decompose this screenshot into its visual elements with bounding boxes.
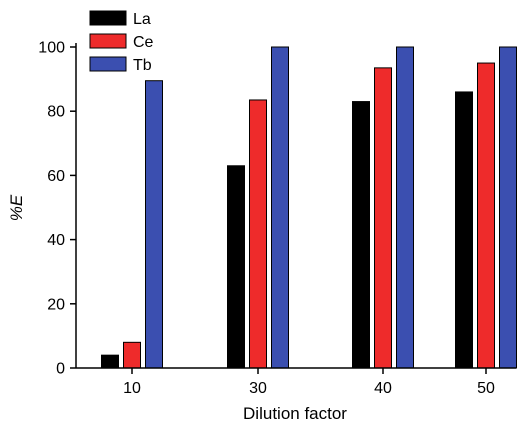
bar-Tb-50 <box>499 46 517 369</box>
bar-Ce-50 <box>477 62 495 369</box>
y-ticks: 0 20 40 60 80 100 <box>38 40 76 378</box>
bar-Tb-30 <box>271 46 289 369</box>
axes-layer <box>75 43 516 369</box>
legend-swatch-La <box>89 10 127 26</box>
x-tick-label: 30 <box>249 380 267 397</box>
legend-swatch-Tb <box>89 56 127 72</box>
legend-label-Ce: Ce <box>133 34 154 51</box>
bar-Ce-30 <box>249 99 267 369</box>
legend-label-Tb: Tb <box>133 57 152 74</box>
y-tick-label: 100 <box>38 40 65 57</box>
bar-Tb-10 <box>145 80 163 369</box>
bar-La-50 <box>455 91 473 369</box>
bar-La-10 <box>101 354 119 369</box>
x-axis-label: Dilution factor <box>243 404 347 423</box>
y-axis-label: %E <box>7 194 26 221</box>
x-tick-label: 10 <box>123 380 141 397</box>
x-tick-label: 50 <box>477 380 495 397</box>
y-tick-label: 60 <box>47 168 65 185</box>
bars-layer <box>101 46 517 369</box>
bar-Ce-40 <box>374 67 392 369</box>
y-tick-label: 80 <box>47 104 65 121</box>
legend-label-La: La <box>133 11 151 28</box>
bar-Ce-10 <box>123 341 141 369</box>
bar-La-40 <box>352 101 370 369</box>
x-ticks: 10 30 40 50 <box>123 368 495 397</box>
bar-Tb-40 <box>396 46 414 369</box>
y-tick-label: 40 <box>47 232 65 249</box>
legend: La Ce Tb <box>89 10 154 74</box>
y-tick-label: 0 <box>56 361 65 378</box>
y-tick-label: 20 <box>47 296 65 313</box>
bar-La-30 <box>227 165 245 369</box>
x-tick-label: 40 <box>374 380 392 397</box>
legend-swatch-Ce <box>89 33 127 49</box>
